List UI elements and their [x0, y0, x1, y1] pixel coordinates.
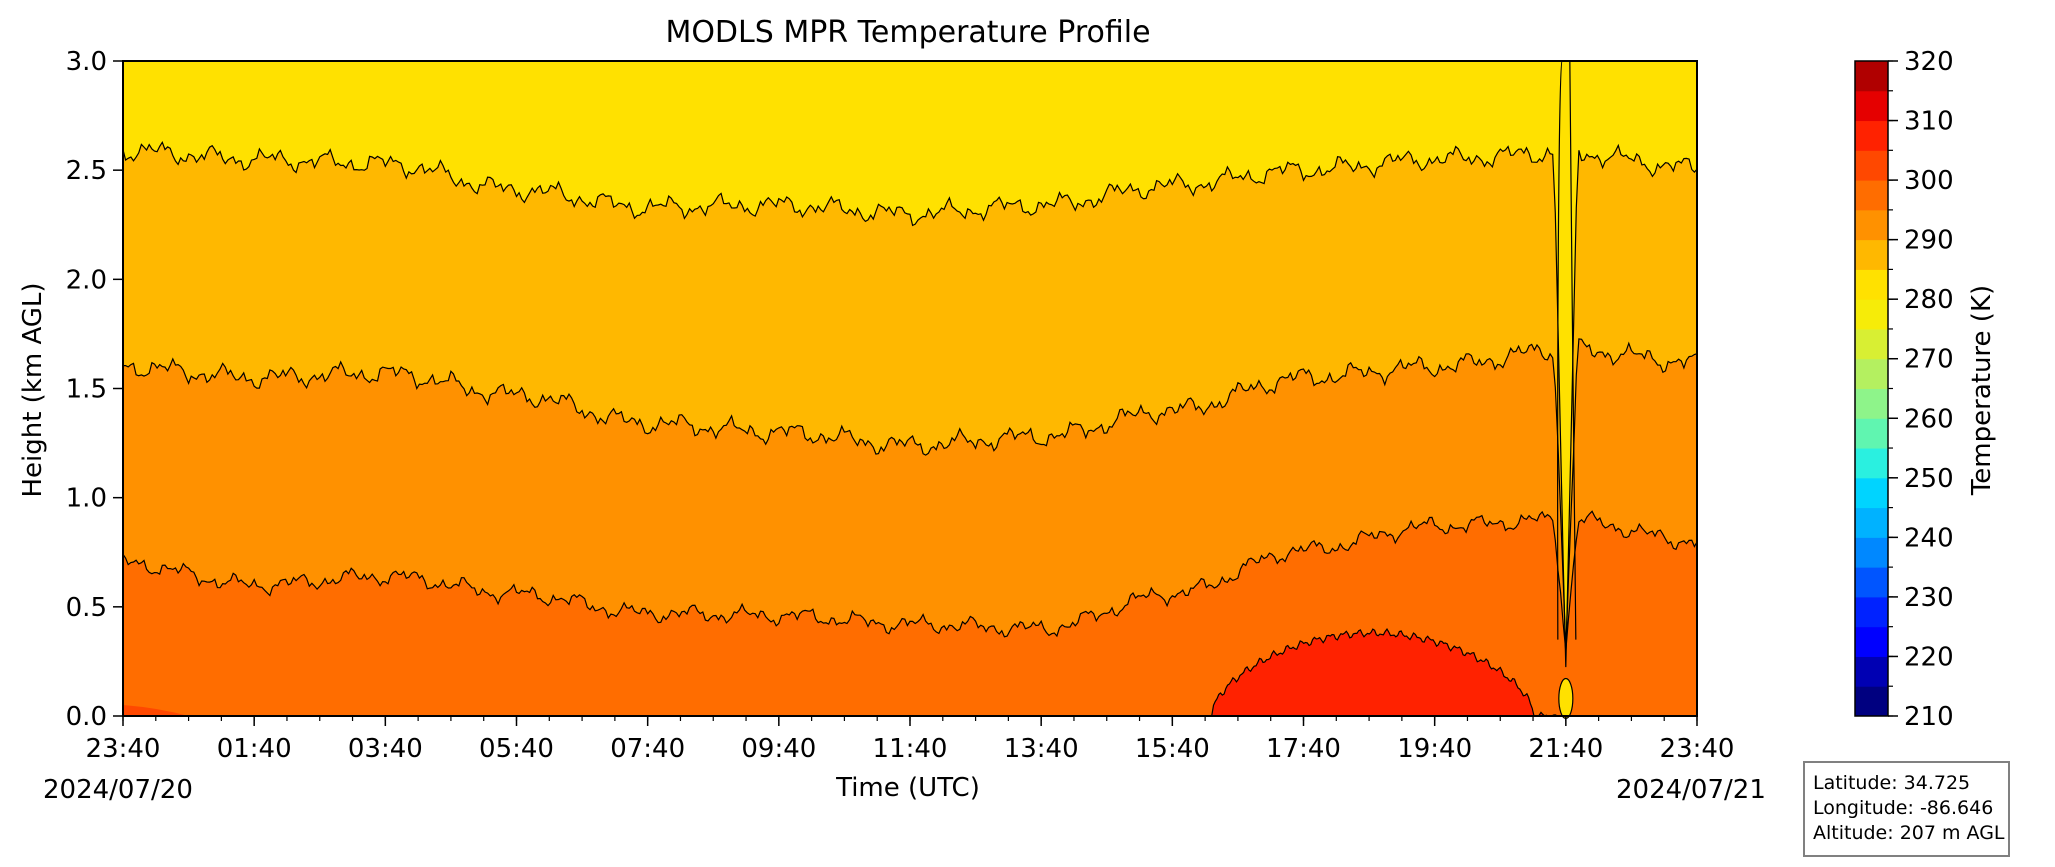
colorbar-segment — [1855, 596, 1888, 628]
colorbar-segment — [1855, 358, 1888, 389]
colorbar-tick-label: 320 — [1904, 47, 1954, 77]
colorbar-segment — [1855, 269, 1888, 300]
y-tick-label: 3.0 — [66, 47, 107, 77]
anomaly-cold-pocket — [1558, 677, 1574, 720]
x-tick-label: 07:40 — [610, 734, 685, 764]
colorbar-segment — [1855, 150, 1888, 181]
colorbar-segment — [1855, 656, 1888, 687]
anomaly-outline — [1557, 60, 1577, 640]
y-tick-label: 0.5 — [66, 593, 107, 623]
altitude-text: Altitude: 207 m AGL — [1813, 822, 2005, 844]
colorbar-segment — [1855, 418, 1888, 449]
y-tick-label: 1.5 — [66, 375, 107, 405]
y-axis: 0.0 0.5 1.0 1.5 2.0 2.5 3.0 — [66, 47, 123, 732]
y-tick-label: 2.5 — [66, 156, 107, 186]
y-axis-label: Height (km AGL) — [18, 282, 48, 497]
y-tick-label: 1.0 — [66, 484, 107, 514]
contour-line-300K — [122, 510, 1698, 651]
x-tick-label: 15:40 — [1135, 734, 1210, 764]
colorbar-segment — [1855, 180, 1888, 211]
x-tick-label: 03:40 — [348, 734, 423, 764]
x-tick-label: 23:40 — [1660, 734, 1735, 764]
colorbar-segment — [1855, 567, 1888, 598]
x-tick-label: 17:40 — [1266, 734, 1341, 764]
site-info-box: Latitude: 34.725 Longitude: -86.646 Alti… — [1803, 761, 2010, 857]
warm-region-305-310 — [1211, 629, 1566, 716]
x-axis-label: Time (UTC) — [835, 773, 980, 803]
contour-lines — [122, 60, 1698, 720]
colorbar-segment — [1855, 61, 1888, 92]
y-tick-label: 2.0 — [66, 265, 107, 295]
colorbar-segment — [1855, 328, 1888, 360]
x-tick-label: 23:40 — [86, 734, 161, 764]
x-tick-label: 13:40 — [1004, 734, 1079, 764]
x-tick-label: 19:40 — [1397, 734, 1472, 764]
colorbar-segment — [1855, 507, 1888, 538]
colorbar-segment — [1855, 537, 1888, 568]
x-axis: 23:40 01:40 03:40 05:40 07:40 09:40 11:40 13:40… — [86, 716, 1735, 764]
colorbar-tick-label: 280 — [1904, 285, 1954, 315]
colorbar-tick-label: 260 — [1904, 404, 1954, 434]
longitude-text: Longitude: -86.646 — [1813, 797, 1994, 819]
colorbar-tick-label: 310 — [1904, 107, 1954, 137]
colorbar-tick-label: 230 — [1904, 583, 1954, 613]
colorbar-segment — [1855, 239, 1888, 270]
date-start-label: 2024/07/20 — [43, 775, 193, 805]
colorbar-label: Temperature (K) — [1967, 285, 1997, 496]
colorbar-segment — [1855, 388, 1888, 419]
colorbar-segment — [1855, 299, 1888, 330]
colorbar-segment — [1855, 90, 1888, 122]
x-tick-label: 21:40 — [1528, 734, 1603, 764]
chart-title: MODLS MPR Temperature Profile — [665, 15, 1150, 50]
colorbar-segment — [1855, 686, 1888, 717]
contour-line-290K — [122, 140, 1698, 668]
colorbar-tick-label: 300 — [1904, 166, 1954, 196]
y-tick-label: 0.0 — [66, 702, 107, 732]
x-tick-label: 05:40 — [479, 734, 554, 764]
x-tick-label: 11:40 — [873, 734, 948, 764]
colorbar-segment — [1855, 209, 1888, 241]
colorbar-tick-label: 240 — [1904, 523, 1954, 553]
date-end-label: 2024/07/21 — [1616, 775, 1766, 805]
warm-patch-start — [123, 705, 189, 716]
colorbar-segment — [1855, 626, 1888, 657]
colorbar-segment — [1855, 120, 1888, 151]
colorbar-tick-label: 210 — [1904, 702, 1954, 732]
colorbar: 210 220 230 240 250 260 270 280 290 300 310 320 — [1854, 47, 1954, 732]
latitude-text: Latitude: 34.725 — [1813, 772, 1971, 794]
x-tick-label: 09:40 — [741, 734, 816, 764]
x-tick-label: 01:40 — [217, 734, 292, 764]
contour-fills — [123, 61, 1697, 717]
colorbar-segment — [1855, 477, 1888, 509]
contour-line-305K — [1211, 628, 1566, 717]
colorbar-tick-label: 290 — [1904, 226, 1954, 256]
colorbar-tick-label: 250 — [1904, 464, 1954, 494]
colorbar-tick-label: 220 — [1904, 642, 1954, 672]
contour-line-295K — [123, 338, 1698, 649]
colorbar-segment — [1855, 448, 1888, 479]
colorbar-tick-label: 270 — [1904, 345, 1954, 375]
